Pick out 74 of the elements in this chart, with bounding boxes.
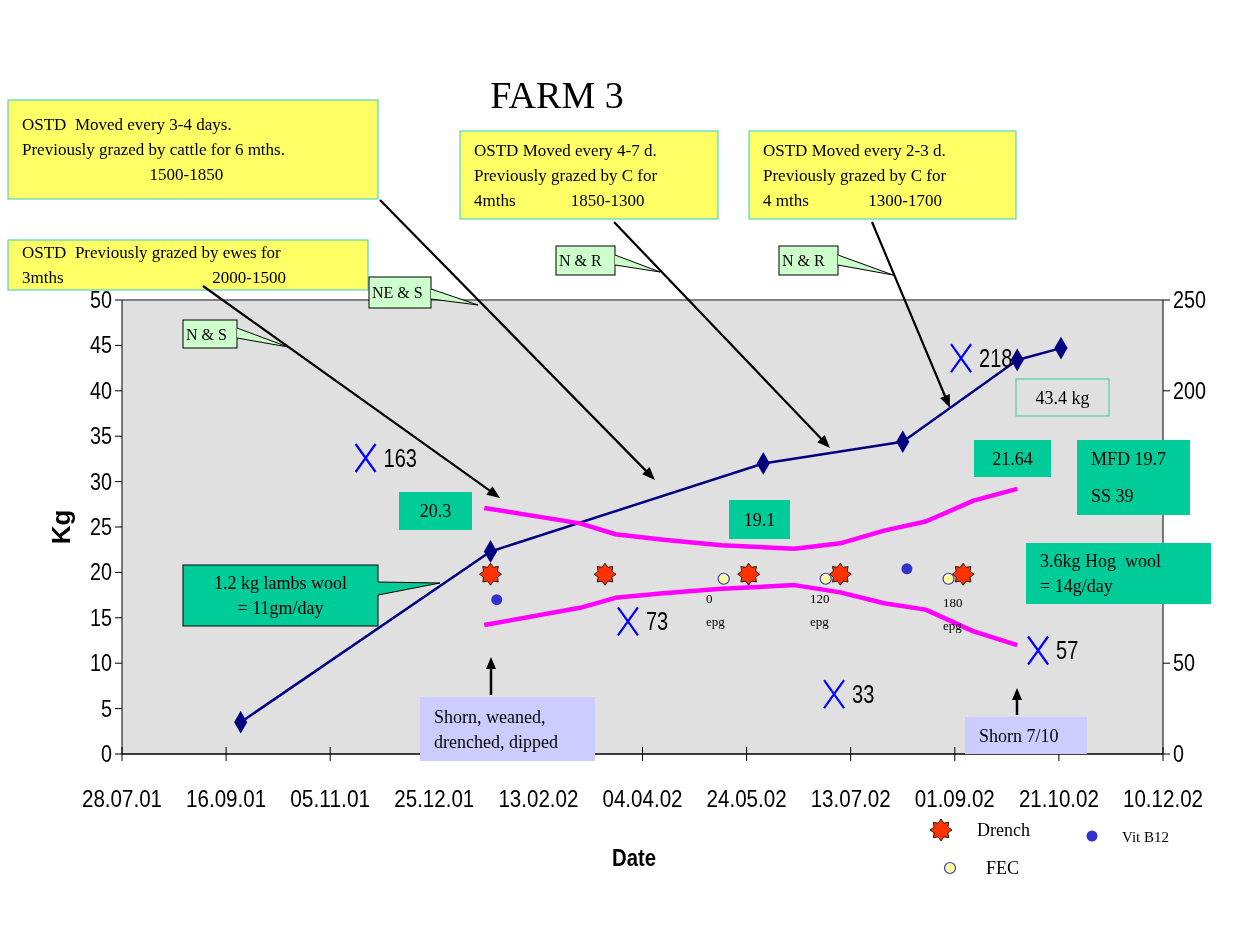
annotation: 1.2 kg lambs wool = 11gm/day [214,573,347,619]
x-tick-label: 13.07.02 [810,785,905,812]
y-tick-label: 40 [90,376,117,404]
annotation: NE & S [372,284,423,302]
annotation: MFD 19.7 SS 39 [1091,449,1167,507]
y2-tick-label: 50 [1173,649,1200,677]
point [616,606,640,637]
point [951,562,975,586]
point [737,562,761,586]
annotation: 43.4 kg [1035,387,1090,408]
text: OSTD Previously grazed by ewes for 3mths 2000-1500 [22,243,286,288]
y-axis-title: Kg [46,509,76,545]
annotation: Shorn, weaned, drenched, dipped [434,706,558,752]
y2-tick-label: 200 [1173,376,1214,404]
point [819,572,832,585]
y-tick-label: 15 [90,603,117,631]
point [479,562,502,586]
y-tick-label: 20 [90,558,117,586]
annotation: 120 epg [810,591,830,629]
x-tick-label: 01.09.02 [914,785,1009,812]
annotation: 0 epg [706,591,726,629]
data-label: 163 [383,444,417,473]
text: N & R [782,252,825,270]
y-tick-label: 5 [101,694,115,722]
y-tick-label: 35 [90,422,117,450]
point [354,442,377,474]
text: OSTD Moved every 3-4 days. Previously grazed by cattle for 6 mths. 1500-1850 [22,115,285,185]
point [717,572,730,585]
y-tick-label: 50 [90,286,117,313]
point [828,562,852,586]
y-tick-label: 25 [90,513,117,540]
y2-tick-label: 0 [1173,740,1187,767]
x-tick-label: 13.02.02 [498,785,592,812]
legend-label: FEC [986,858,1020,878]
x-tick-label: 28.07.01 [82,785,176,812]
x-axis-title: Date [612,844,665,871]
point [593,562,617,586]
point [491,594,503,606]
point [949,343,973,374]
y-tick-label: 10 [90,649,117,677]
annotation: N & S [186,325,227,343]
line-series [482,582,1020,648]
legend-label: Drench [977,820,1030,840]
text: OSTD Moved every 2-3 d. Previously grazed by C for 4 mths 1300-1700 [763,140,947,210]
y-tick-label: 30 [90,467,117,495]
annotation: 3.6kg Hog wool = 14g/day [1040,551,1161,597]
point [901,563,913,575]
text: N & R [559,252,602,270]
x-tick-label: 24.05.02 [706,785,801,812]
x-tick-label: 21.10.02 [1018,785,1113,812]
point [942,572,955,585]
annotation: Shorn 7/10 [979,725,1059,746]
y-tick-label: 0 [101,740,115,767]
chart-title: FARM 3 [490,74,624,116]
x-tick-label: 25.12.01 [394,785,488,812]
text: OSTD Moved every 4-7 d. Previously grazed by C for 4mths 1850-1300 [474,140,658,210]
point [822,678,846,710]
legend-label: Vit B12 [1122,829,1170,845]
x-tick-label: 10.12.02 [1123,785,1217,812]
x-tick-label: 16.09.01 [186,785,280,812]
annotation: 21.64 [992,448,1033,469]
annotation: 180 epg [943,595,963,633]
x-tick-label: 04.04.02 [602,785,696,812]
data-label: 33 [852,680,875,709]
annotation: 20.3 [419,501,452,522]
point [1026,635,1050,666]
y-tick-label: 45 [90,331,117,359]
data-label: 218 [979,345,1013,373]
data-label: 73 [645,608,669,636]
x-tick-label: 05.11.01 [290,785,382,812]
annotation: 19.1 [743,509,776,530]
data-label: 57 [1056,637,1079,666]
line-series [482,486,1020,552]
y2-tick-label: 250 [1173,286,1214,313]
